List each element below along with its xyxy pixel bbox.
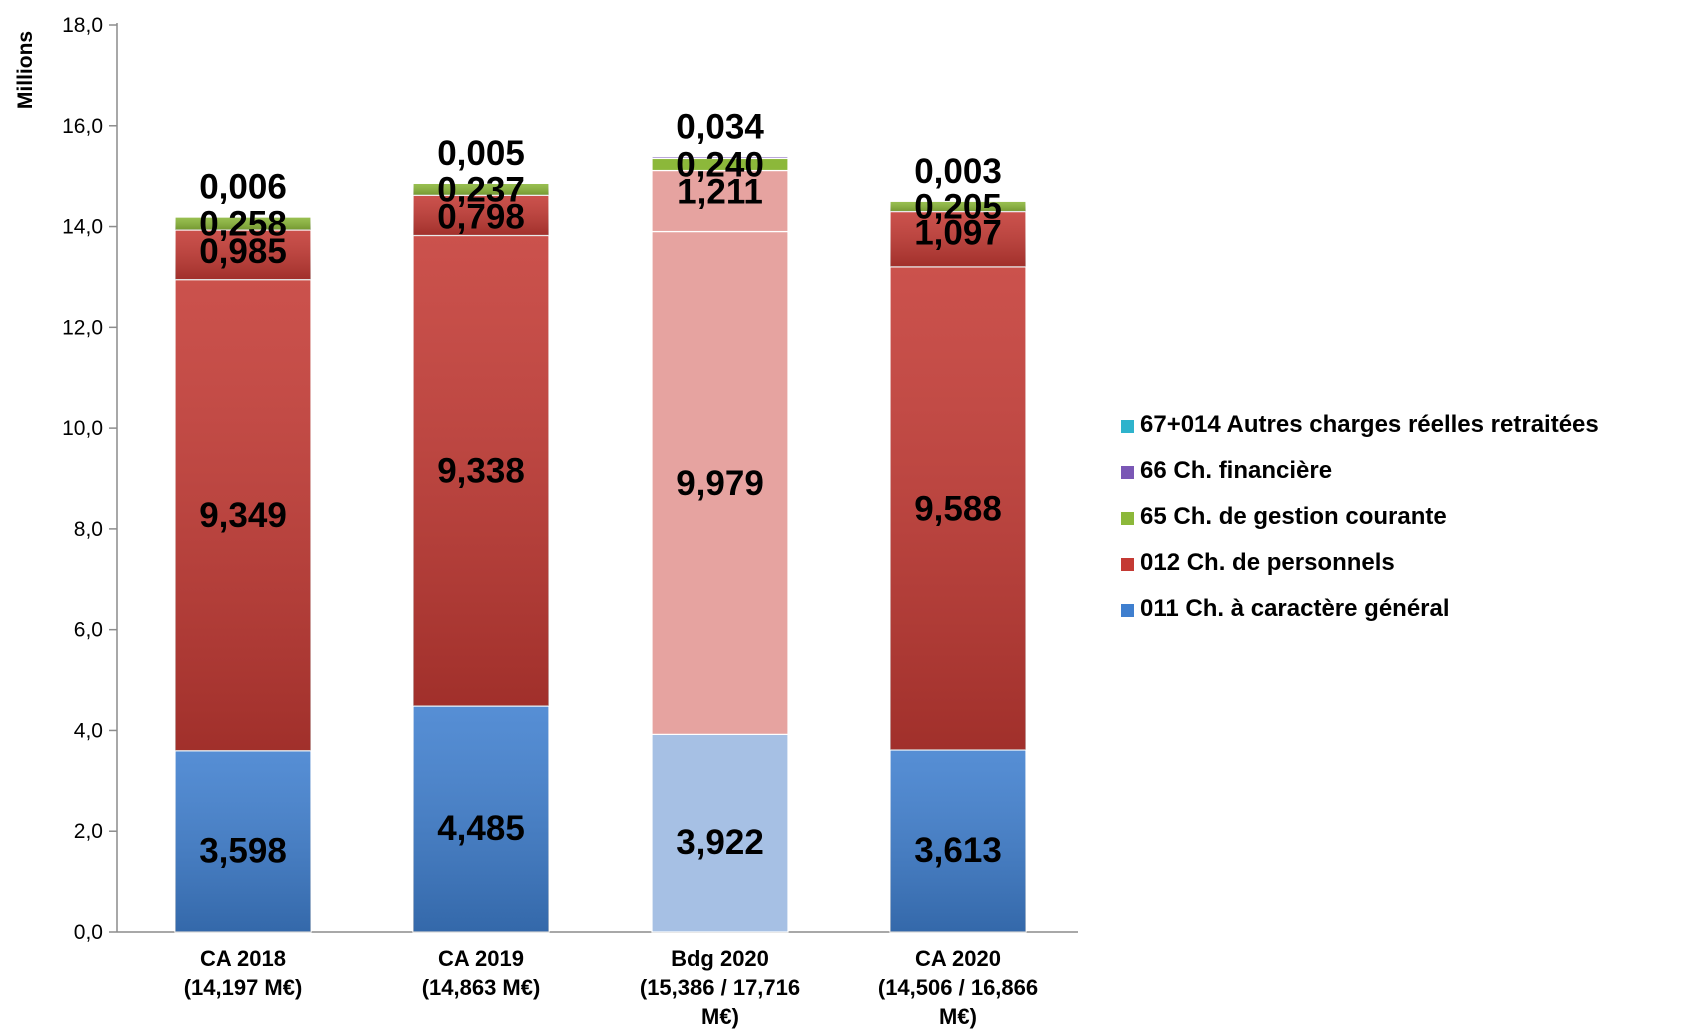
data-label: 0,237: [437, 170, 525, 209]
y-axis-title: Millions: [14, 31, 37, 109]
bar-segment-shade: [890, 201, 1026, 212]
data-label: 4,485: [437, 809, 525, 848]
y-tick-label: 4,0: [74, 719, 103, 742]
data-label: 9,349: [199, 496, 287, 535]
bar-segment-shade: [890, 749, 1026, 932]
x-category-label: Bdg 2020: [671, 946, 769, 971]
data-label: 0,003: [914, 152, 1002, 191]
x-category-label: (14,863 M€): [422, 975, 541, 1000]
bar-segment: [651, 156, 789, 160]
bars: [174, 156, 1027, 933]
bar-segment-shade: [890, 211, 1026, 267]
data-label: 0,205: [914, 187, 1002, 226]
data-label: 3,613: [914, 831, 1002, 870]
x-category-label: (14,506 / 16,866: [878, 975, 1038, 1000]
legend-swatch: [1121, 558, 1134, 571]
y-tick-label: 8,0: [74, 518, 103, 541]
bar-segment-shade: [413, 195, 549, 236]
data-label: 0,240: [676, 145, 764, 184]
x-category-label: M€): [939, 1004, 977, 1029]
legend-swatch: [1121, 420, 1134, 433]
x-category-label: CA 2020: [915, 946, 1001, 971]
bar-segment-shade: [413, 235, 549, 707]
y-tick-label: 14,0: [62, 216, 103, 239]
bar-segment: [651, 169, 789, 233]
x-category-label: CA 2019: [438, 946, 524, 971]
bar-segment-shade: [175, 229, 311, 280]
legend-label: 67+014 Autres charges réelles retraitées: [1140, 411, 1599, 438]
legend-label: 012 Ch. de personnels: [1140, 549, 1395, 576]
data-label: 0,005: [437, 134, 525, 173]
x-category-label: CA 2018: [200, 946, 286, 971]
data-label: 9,979: [676, 464, 764, 503]
legend-swatch: [1121, 466, 1134, 479]
data-label: 0,798: [437, 197, 525, 236]
bar-segment-shade: [413, 706, 549, 932]
y-tick-label: 0,0: [74, 921, 103, 944]
legend-swatch: [1121, 604, 1134, 617]
legend-swatch: [1121, 512, 1134, 525]
data-label: 0,985: [199, 232, 287, 271]
x-category-label: M€): [701, 1004, 739, 1029]
legend-label: 66 Ch. financière: [1140, 457, 1332, 484]
legend-label: 65 Ch. de gestion courante: [1140, 503, 1447, 530]
bar-segment-shade: [175, 279, 311, 751]
y-tick-label: 18,0: [62, 14, 103, 37]
y-tick-label: 16,0: [62, 115, 103, 138]
y-tick-label: 10,0: [62, 417, 103, 440]
data-label: 9,588: [914, 489, 1002, 528]
data-label: 1,097: [914, 214, 1002, 253]
x-category-label: (14,197 M€): [184, 975, 303, 1000]
data-label: 0,034: [676, 108, 764, 147]
data-label: 0,006: [199, 168, 287, 207]
bar-segment: [651, 230, 789, 735]
data-label: 0,258: [199, 204, 287, 243]
legend: 67+014 Autres charges réelles retraitées…: [1121, 411, 1599, 622]
y-tick-label: 2,0: [74, 820, 103, 843]
data-label: 1,211: [677, 173, 763, 212]
bar-segment-shade: [175, 750, 311, 932]
data-label: 3,922: [676, 823, 764, 862]
bar-segment-shade: [413, 183, 549, 196]
legend-label: 011 Ch. à caractère général: [1140, 595, 1450, 622]
bar-segment-shade: [890, 266, 1026, 750]
y-tick-label: 6,0: [74, 619, 103, 642]
data-label: 9,338: [437, 452, 525, 491]
x-category-label: (15,386 / 17,716: [640, 975, 800, 1000]
data-label: 3,598: [199, 831, 287, 870]
bar-segment-shade: [175, 216, 311, 230]
y-tick-label: 12,0: [62, 316, 103, 339]
bar-segment: [651, 733, 789, 933]
axes: 0,0 2,0 4,0 6,0 8,0 10,0 12,0 14,0 16,0 18,0 Milli…: [14, 14, 1078, 1029]
